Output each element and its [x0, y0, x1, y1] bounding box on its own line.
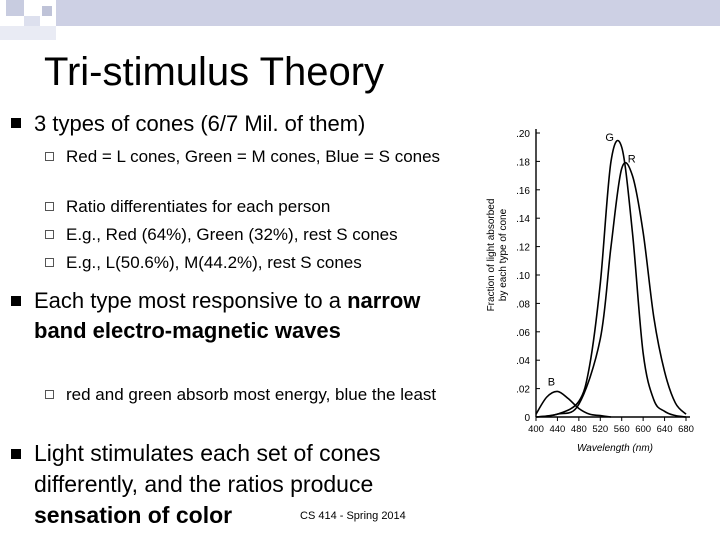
bullet-2-plain: Each type most responsive to a: [34, 288, 348, 313]
y-tick-label: .06: [516, 328, 530, 339]
sub-bullet-2-1: red and green absorb most energy, blue t…: [66, 385, 437, 404]
x-tick-label: 600: [635, 424, 651, 435]
bullet-marker: [11, 449, 21, 459]
y-axis-label: Fraction of light absorbedby each type o…: [486, 199, 509, 312]
sub-bullet-1-2: Ratio differentiates for each person: [66, 197, 331, 216]
sub-bullet-1-4: E.g., L(50.6%), M(44.2%), rest S cones: [66, 253, 362, 272]
sub-bullet-marker: [45, 230, 54, 239]
x-tick-label: 680: [678, 424, 694, 435]
sub-bullet-marker: [45, 152, 54, 161]
bullet-marker: [11, 118, 21, 128]
bullet-2-bold: narrow band electro-magnetic waves: [34, 288, 421, 343]
y-tick-label: .02: [516, 385, 530, 396]
x-tick-label: 640: [657, 424, 673, 435]
series-label-g: G: [605, 132, 614, 144]
bullet-3-plain: Light stimulates each set of cones diffe…: [34, 440, 381, 497]
curve-g: [535, 139, 687, 418]
x-tick-label: 400: [528, 424, 544, 435]
y-tick-label: .18: [516, 157, 530, 168]
bullet-1-text: 3 types of cones (6/7 Mil. of them): [34, 111, 366, 136]
y-tick-label: .14: [516, 214, 530, 225]
series-label-b: B: [548, 376, 555, 388]
y-tick-label: .08: [516, 299, 530, 310]
x-tick-label: 440: [549, 424, 565, 435]
header-decoration: [0, 0, 720, 40]
slide-title: Tri-stimulus Theory: [44, 50, 385, 94]
bullet-3-text: Light stimulates each set of cones diffe…: [34, 438, 434, 531]
bullet-2-text: Each type most responsive to a narrow ba…: [34, 286, 429, 346]
slide-footer: CS 414 - Spring 2014: [300, 510, 406, 522]
x-tick-label: 560: [614, 424, 630, 435]
y-tick-label: .16: [516, 186, 530, 197]
sub-bullet-marker: [45, 202, 54, 211]
curve-r: [535, 161, 687, 418]
sub-bullet-marker: [45, 258, 54, 267]
x-tick-label: 480: [571, 424, 587, 435]
bullet-3-bold: sensation of color: [34, 502, 233, 528]
y-tick-label: .04: [516, 356, 530, 367]
x-axis-label: Wavelength (nm): [577, 443, 653, 454]
x-tick-label: 520: [592, 424, 608, 435]
bullet-marker: [11, 296, 21, 306]
sub-bullet-1-3: E.g., Red (64%), Green (32%), rest S con…: [66, 225, 398, 244]
series-label-r: R: [628, 154, 636, 166]
y-tick-label: .20: [516, 129, 530, 140]
y-tick-label: .12: [516, 243, 530, 254]
y-tick-label: 0: [524, 413, 530, 424]
curve-b: [535, 390, 612, 418]
sub-bullet-1-1: Red = L cones, Green = M cones, Blue = S…: [66, 147, 441, 166]
y-tick-label: .10: [516, 271, 530, 282]
sub-bullet-marker: [45, 390, 54, 399]
